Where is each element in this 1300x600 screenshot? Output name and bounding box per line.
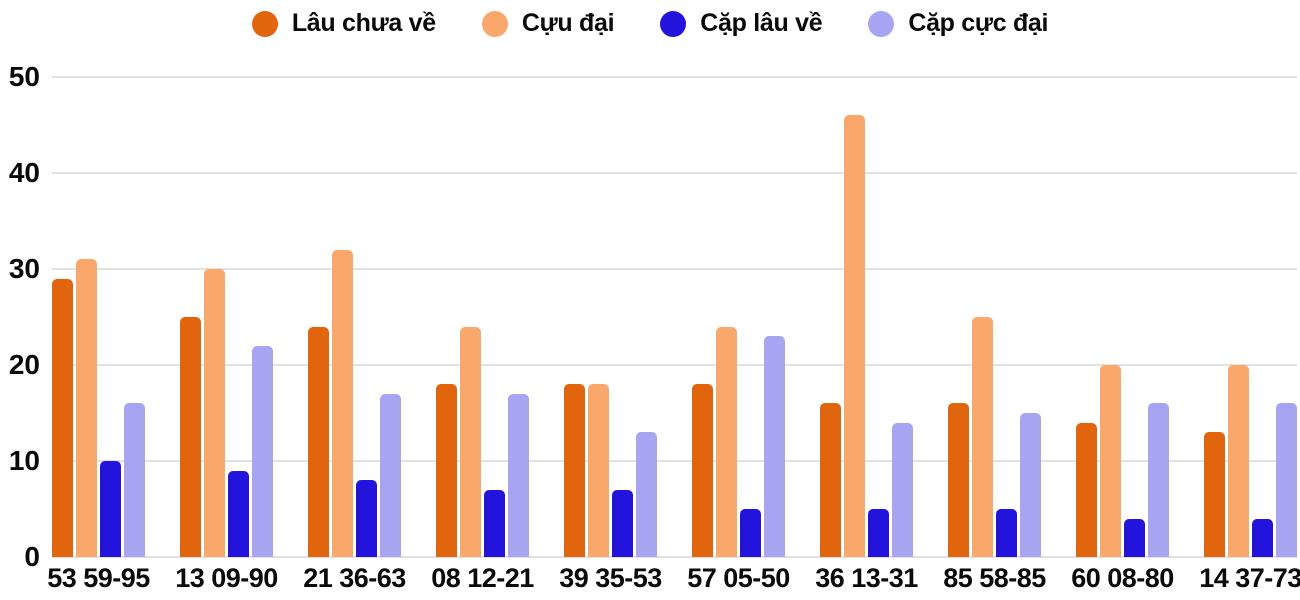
bar-group: 53 59-95 — [47, 77, 150, 593]
legend-item[interactable]: Cặp cực đại — [868, 9, 1048, 38]
bar[interactable] — [1228, 365, 1249, 557]
bar[interactable] — [204, 269, 225, 557]
bar-group: 36 13-31 — [815, 77, 918, 593]
bar-group: 21 36-63 — [303, 77, 406, 593]
bar[interactable] — [436, 384, 457, 557]
x-axis-category-label: 36 13-31 — [815, 563, 918, 593]
gridline — [52, 556, 1297, 558]
chart-legend: Lâu chưa về Cựu đại Cặp lâu về Cặp cực đại — [0, 9, 1300, 38]
bar[interactable] — [564, 384, 585, 557]
bar[interactable] — [612, 489, 633, 557]
legend-label: Cựu đại — [521, 9, 615, 37]
x-axis-category-label: 53 59-95 — [47, 563, 150, 593]
bar[interactable] — [1124, 518, 1145, 557]
gridline — [52, 172, 1297, 174]
legend-item[interactable]: Lâu chưa về — [251, 9, 436, 38]
y-axis-tick-label: 30 — [8, 253, 40, 284]
bar[interactable] — [180, 317, 201, 557]
bar[interactable] — [1204, 432, 1225, 557]
x-axis-category-label: 13 09-90 — [175, 563, 278, 593]
gridline — [52, 364, 1297, 366]
bar[interactable] — [948, 403, 969, 557]
legend-label: Cặp lâu về — [700, 9, 823, 37]
legend-label: Lâu chưa về — [291, 9, 436, 37]
bar[interactable] — [1276, 403, 1297, 557]
plot-area: 53 59-95 13 09-90 21 36-63 08 12-21 39 35-53… — [47, 76, 1300, 593]
gridline — [52, 268, 1297, 270]
bar-group: 39 35-53 — [559, 77, 662, 593]
bar[interactable] — [996, 509, 1017, 557]
bar[interactable] — [52, 278, 73, 557]
bar[interactable] — [716, 326, 737, 557]
bar[interactable] — [228, 470, 249, 557]
bar[interactable] — [844, 115, 865, 557]
bar[interactable] — [124, 403, 145, 557]
bar[interactable] — [636, 432, 657, 557]
y-axis-tick-label: 50 — [8, 61, 40, 92]
bar-group: 14 37-73 — [1199, 77, 1300, 593]
y-axis-tick-label: 40 — [8, 157, 40, 188]
bar[interactable] — [332, 249, 353, 557]
bar[interactable] — [972, 317, 993, 557]
bar-group: 57 05-50 — [687, 77, 790, 593]
bar[interactable] — [1252, 518, 1273, 557]
bar[interactable] — [356, 480, 377, 557]
bar[interactable] — [380, 393, 401, 557]
legend-dot-icon — [660, 10, 687, 37]
bar[interactable] — [740, 509, 761, 557]
bar-groups: 53 59-95 13 09-90 21 36-63 08 12-21 39 35-53… — [47, 77, 1300, 593]
bar[interactable] — [460, 326, 481, 557]
bar[interactable] — [1020, 413, 1041, 557]
gridline — [52, 76, 1297, 78]
bar[interactable] — [692, 384, 713, 557]
x-axis-category-label: 39 35-53 — [559, 563, 662, 593]
x-axis-category-label: 85 58-85 — [943, 563, 1046, 593]
bar[interactable] — [484, 489, 505, 557]
legend-item[interactable]: Cựu đại — [481, 9, 615, 38]
bar[interactable] — [508, 393, 529, 557]
x-axis-category-label: 60 08-80 — [1071, 563, 1174, 593]
y-axis-tick-label: 20 — [8, 349, 40, 380]
bar[interactable] — [764, 336, 785, 557]
legend-dot-icon — [481, 10, 508, 37]
bar[interactable] — [252, 345, 273, 557]
bar[interactable] — [588, 384, 609, 557]
bar[interactable] — [892, 422, 913, 557]
x-axis-category-label: 21 36-63 — [303, 563, 406, 593]
bar[interactable] — [868, 509, 889, 557]
bar-group: 08 12-21 — [431, 77, 534, 593]
bar-group: 60 08-80 — [1071, 77, 1174, 593]
bar[interactable] — [100, 461, 121, 557]
bar-group: 13 09-90 — [175, 77, 278, 593]
bar[interactable] — [1100, 365, 1121, 557]
y-axis-tick-label: 10 — [8, 445, 40, 476]
x-axis-category-label: 57 05-50 — [687, 563, 790, 593]
y-axis: 0 10 20 30 40 50 — [0, 61, 42, 572]
bar[interactable] — [308, 326, 329, 557]
bar-group: 85 58-85 — [943, 77, 1046, 593]
bar[interactable] — [1076, 422, 1097, 557]
bar[interactable] — [1148, 403, 1169, 557]
legend-label: Cặp cực đại — [908, 9, 1049, 37]
x-axis-category-label: 08 12-21 — [431, 563, 534, 593]
legend-item[interactable]: Cặp lâu về — [660, 9, 823, 38]
y-axis-tick-label: 0 — [24, 541, 40, 572]
gridline — [52, 460, 1297, 462]
x-axis-category-label: 14 37-73 — [1199, 563, 1300, 593]
bar[interactable] — [820, 403, 841, 557]
bar[interactable] — [76, 259, 97, 557]
legend-dot-icon — [251, 10, 278, 37]
legend-dot-icon — [868, 10, 895, 37]
